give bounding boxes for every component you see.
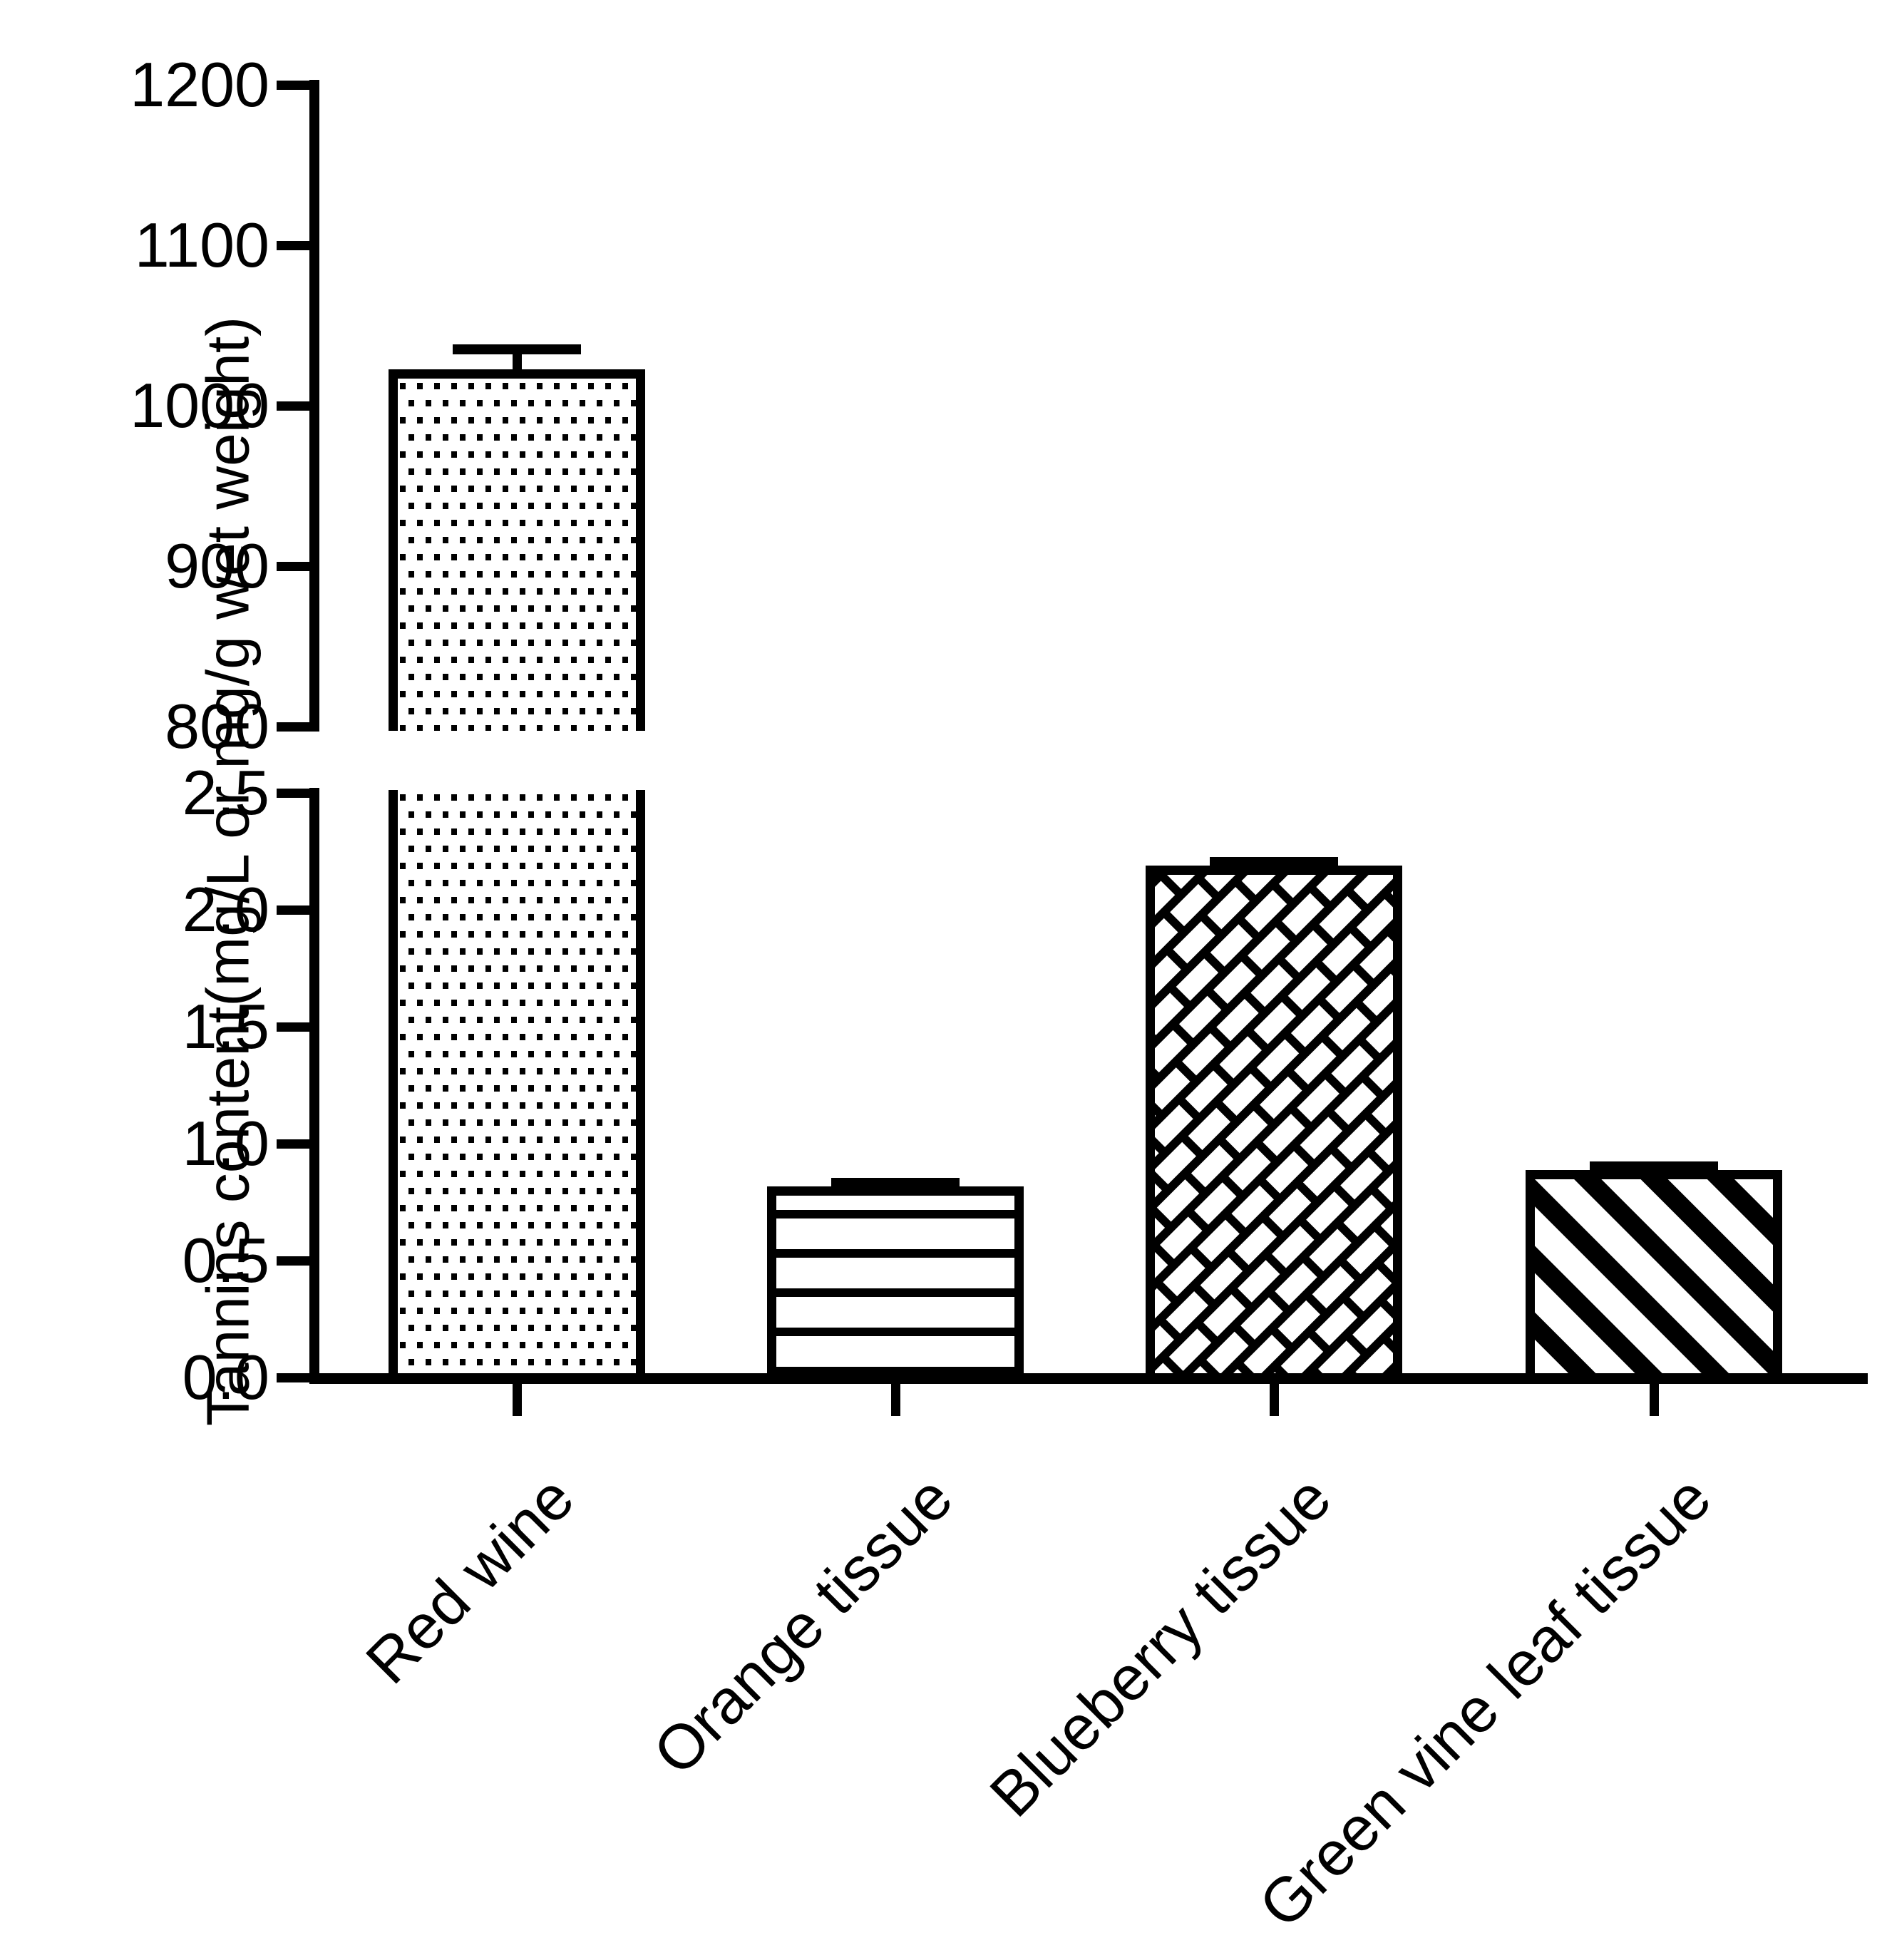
error-bar-stem <box>513 354 522 369</box>
bar-fill-pattern <box>776 1196 1014 1383</box>
lower-y-tick <box>277 1373 309 1382</box>
y-axis-line-upper <box>309 80 319 732</box>
error-bar-cap <box>1590 1161 1718 1171</box>
bar-red-wine-lower <box>389 790 645 1383</box>
upper-y-tick <box>277 562 309 571</box>
error-bar-cap <box>1210 857 1338 867</box>
bar-blueberry-tissue <box>1146 866 1402 1383</box>
bar-red-wine-upper <box>389 369 645 731</box>
x-tick <box>1650 1384 1659 1416</box>
upper-y-tick-label: 1000 <box>130 370 269 441</box>
upper-y-tick-label: 1200 <box>130 49 269 120</box>
error-bar-cap <box>453 344 581 354</box>
lower-y-tick-label: 2.0 <box>182 874 269 945</box>
y-axis-line-lower <box>309 788 319 1383</box>
upper-y-tick-label: 900 <box>165 530 269 601</box>
lower-y-tick <box>277 1256 309 1266</box>
lower-y-tick <box>277 905 309 915</box>
bar-fill-pattern <box>1535 1179 1773 1383</box>
error-bar-cap <box>831 1178 960 1188</box>
lower-y-tick-label: 1.5 <box>182 991 269 1062</box>
upper-y-tick <box>277 241 309 250</box>
x-axis-line <box>309 1373 1868 1384</box>
x-tick <box>891 1384 900 1416</box>
lower-y-tick-label: 0.0 <box>182 1342 269 1412</box>
lower-y-tick <box>277 789 309 798</box>
bar-green-vine-leaf-tissue <box>1526 1170 1782 1383</box>
upper-y-tick <box>277 722 309 732</box>
lower-y-tick-label: 1.0 <box>182 1108 269 1179</box>
bar-orange-tissue <box>767 1186 1024 1383</box>
upper-y-tick-label: 800 <box>165 691 269 761</box>
lower-y-tick <box>277 1139 309 1149</box>
upper-y-tick-label: 1100 <box>134 210 269 280</box>
bar-fill-pattern <box>398 379 636 731</box>
lower-y-tick-label: 0.5 <box>182 1225 269 1295</box>
lower-y-tick-label: 2.5 <box>182 757 269 828</box>
lower-y-tick <box>277 1022 309 1032</box>
x-tick <box>513 1384 522 1416</box>
upper-y-tick <box>277 401 309 411</box>
x-tick <box>1270 1384 1279 1416</box>
bar-fill-pattern <box>398 790 636 1383</box>
bar-fill-pattern <box>1155 875 1393 1383</box>
upper-y-tick <box>277 81 309 90</box>
